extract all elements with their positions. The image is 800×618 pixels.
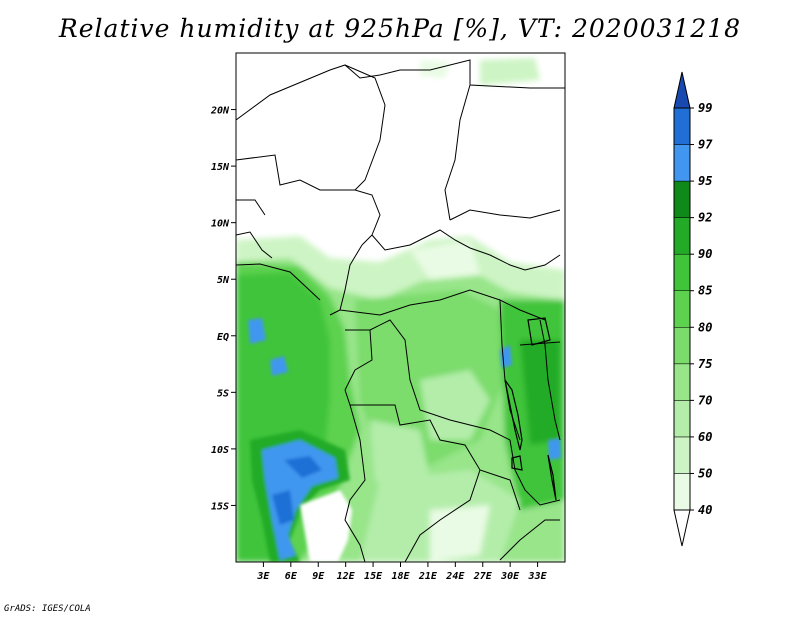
colorbar: 40 50 60 70 75 80 85 90 92 95 97 99: [673, 71, 713, 547]
country-borders: [236, 59, 565, 562]
colorbar-label: 50: [698, 466, 712, 480]
colorbar-bin: [673, 180, 691, 218]
colorbar-label: 80: [698, 320, 712, 334]
colorbar-bin: [673, 436, 691, 474]
x-tick-label: 6E: [285, 571, 298, 582]
colorbar-bin: [673, 290, 691, 328]
x-tick-label: 21E: [418, 571, 438, 582]
y-tick-label: 10S: [211, 445, 229, 456]
y-tick-label: 15S: [211, 501, 229, 512]
x-tick-label: 18E: [391, 571, 410, 582]
colorbar-bin: [673, 327, 691, 365]
colorbar-label: 92: [698, 211, 712, 225]
colorbar-label: 99: [698, 101, 712, 115]
software-credit: GrADS: IGES/COLA: [4, 604, 91, 614]
x-tick-label: 33E: [528, 571, 548, 582]
colorbar-frame: [673, 107, 691, 511]
colorbar-label: 90: [698, 247, 712, 261]
humidity-field: [236, 53, 565, 562]
colorbar-label: 85: [698, 284, 712, 298]
x-tick-label: 15E: [364, 571, 383, 582]
x-tick-label: 12E: [337, 571, 356, 582]
colorbar-label: 60: [698, 430, 712, 444]
colorbar-label: 70: [698, 393, 712, 407]
colorbar-bin: [673, 400, 691, 438]
colorbar-bin: [673, 144, 691, 182]
y-tick-label: 5N: [217, 275, 230, 286]
y-tick-label: 10N: [211, 219, 230, 230]
y-tick-label: 20N: [210, 106, 230, 117]
chart-title: Relative humidity at 925hPa [%], VT: 202…: [58, 14, 742, 43]
colorbar-bin: [673, 107, 691, 145]
x-tick-label: 30E: [500, 571, 520, 582]
x-tick-label: 9E: [312, 571, 325, 582]
colorbar-bottom-arrow: [673, 509, 691, 547]
x-tick-label: 27E: [473, 571, 493, 582]
colorbar-label: 40: [698, 503, 712, 517]
colorbar-label: 97: [698, 138, 713, 152]
y-tick-label: 15N: [211, 162, 230, 173]
colorbar-label: 75: [698, 357, 712, 371]
colorbar-bin: [673, 217, 691, 255]
colorbar-top-arrow: [673, 71, 691, 109]
colorbar-bin: [673, 473, 691, 511]
colorbar-bin: [673, 363, 691, 401]
x-tick-label: 24E: [445, 571, 465, 582]
lakes: [504, 317, 557, 501]
colorbar-bin: [673, 253, 691, 291]
x-tick-label: 3E: [256, 571, 270, 582]
x-axis: 3E 6E 9E 12E 15E 18E 21E 24E 27E 30E 33E: [256, 562, 548, 582]
y-axis: 20N 15N 10N 5N EQ 5S 10S 15S: [210, 106, 236, 512]
y-tick-label: EQ: [217, 332, 229, 343]
colorbar-label: 95: [698, 174, 712, 188]
y-tick-label: 5S: [217, 388, 229, 399]
